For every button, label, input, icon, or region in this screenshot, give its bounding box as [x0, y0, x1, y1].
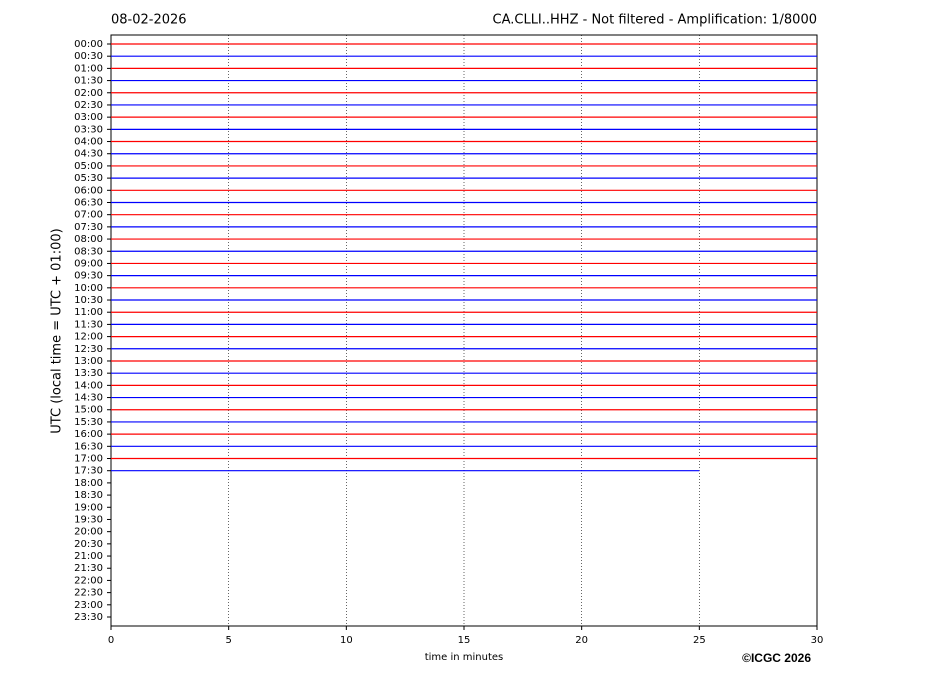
- y-tick-label: 06:30: [74, 197, 103, 208]
- date: 08-02-2026: [111, 13, 187, 28]
- y-tick-label: 15:30: [74, 417, 103, 428]
- y-tick-label: 14:30: [74, 393, 103, 404]
- y-tick-label: 21:30: [74, 563, 103, 574]
- y-tick-label: 17:30: [74, 466, 103, 477]
- y-tick-label: 18:00: [74, 478, 103, 489]
- y-tick-label: 03:00: [74, 112, 103, 123]
- y-tick-label: 13:30: [74, 368, 103, 379]
- x-tick-label: 15: [458, 635, 471, 646]
- y-tick-label: 17:00: [74, 454, 103, 465]
- y-tick-label: 09:30: [74, 271, 103, 282]
- y-tick-label: 03:30: [74, 124, 103, 135]
- y-tick-label: 11:00: [74, 307, 103, 318]
- y-tick-label: 00:30: [74, 51, 103, 62]
- y-tick-label: 05:00: [74, 161, 103, 172]
- y-tick-label: 12:30: [74, 344, 103, 355]
- chart-title: CA.CLLI..HHZ - Not filtered - Amplificat…: [493, 13, 818, 28]
- y-tick-label: 05:30: [74, 173, 103, 184]
- y-tick-label: 06:00: [74, 185, 103, 196]
- y-tick-label: 16:00: [74, 429, 103, 440]
- x-tick-label: 30: [811, 635, 824, 646]
- y-tick-label: 18:30: [74, 490, 103, 501]
- y-tick-label: 11:30: [74, 319, 103, 330]
- y-tick-label: 16:30: [74, 441, 103, 452]
- y-tick-label: 10:30: [74, 295, 103, 306]
- y-tick-label: 20:00: [74, 527, 103, 538]
- y-tick-label: 14:00: [74, 380, 103, 391]
- y-tick-label: 23:00: [74, 600, 103, 611]
- y-tick-label: 01:00: [74, 63, 103, 74]
- y-tick-label: 07:30: [74, 222, 103, 233]
- y-tick-label: 02:30: [74, 100, 103, 111]
- x-tick-label: 5: [225, 635, 231, 646]
- y-tick-label: 00:00: [74, 39, 103, 50]
- y-tick-label: 20:30: [74, 539, 103, 550]
- copyright: ©ICGC 2026: [742, 651, 811, 665]
- x-tick-label: 10: [340, 635, 353, 646]
- y-tick-label: 19:00: [74, 502, 103, 513]
- y-tick-label: 22:30: [74, 588, 103, 599]
- plot-frame: [110, 34, 818, 627]
- x-axis-label: time in minutes: [425, 652, 504, 663]
- y-tick-label: 23:30: [74, 612, 103, 623]
- x-tick-label: 0: [108, 635, 114, 646]
- y-tick-label: 01:30: [74, 76, 103, 87]
- y-tick-label: 22:00: [74, 575, 103, 586]
- y-tick-label: 12:00: [74, 332, 103, 343]
- y-tick-label: 09:00: [74, 258, 103, 269]
- y-tick-label: 04:30: [74, 149, 103, 160]
- y-tick-label: 04:00: [74, 137, 103, 148]
- y-tick-label: 02:00: [74, 88, 103, 99]
- x-tick-label: 20: [575, 635, 588, 646]
- x-tick-label: 25: [693, 635, 706, 646]
- y-tick-label: 21:00: [74, 551, 103, 562]
- y-tick-label: 08:00: [74, 234, 103, 245]
- y-tick-label: 10:00: [74, 283, 103, 294]
- y-tick-label: 08:30: [74, 246, 103, 257]
- y-tick-label: 13:00: [74, 356, 103, 367]
- y-tick-label: 07:00: [74, 210, 103, 221]
- y-tick-label: 19:30: [74, 514, 103, 525]
- y-axis-label: UTC (local time = UTC + 01:00): [50, 228, 65, 433]
- y-tick-label: 15:00: [74, 405, 103, 416]
